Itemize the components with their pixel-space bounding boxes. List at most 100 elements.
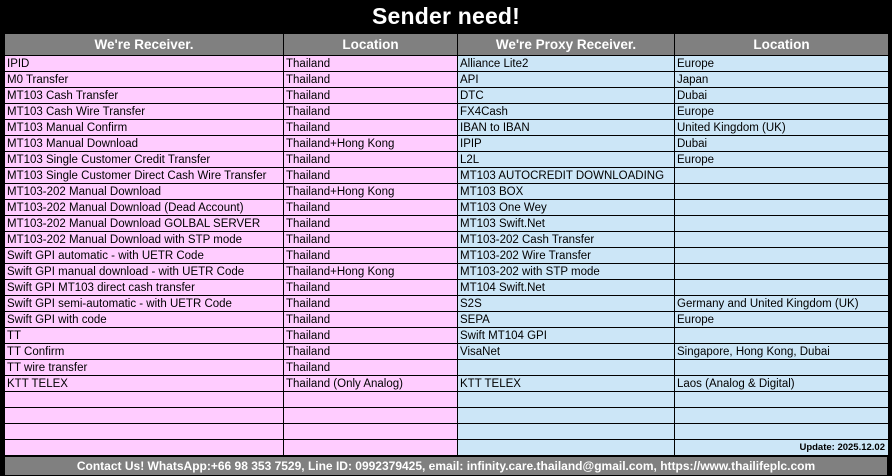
cell-proxy-location[interactable] xyxy=(674,263,889,280)
cell-proxy-receiver[interactable]: DTC xyxy=(457,87,675,104)
table-row[interactable]: TT wire transfer Thailand xyxy=(4,359,889,376)
cell-proxy-receiver[interactable]: FX4Cash xyxy=(457,103,675,120)
cell-receiver[interactable]: MT103 Cash Transfer xyxy=(4,87,284,104)
cell-receiver[interactable]: TT xyxy=(4,327,284,344)
cell-proxy-location[interactable]: Dubai xyxy=(674,135,889,152)
cell-proxy-receiver[interactable] xyxy=(457,423,675,440)
cell-proxy-location[interactable]: Europe xyxy=(674,151,889,168)
cell-proxy-receiver[interactable]: MT103-202 Cash Transfer xyxy=(457,231,675,248)
table-row[interactable]: TT Confirm Thailand VisaNet Singapore, Hong… xyxy=(4,343,889,360)
cell-proxy-receiver[interactable]: IBAN to IBAN xyxy=(457,119,675,136)
cell-receiver[interactable]: Swift GPI automatic - with UETR Code xyxy=(4,247,284,264)
cell-proxy-location[interactable] xyxy=(674,279,889,296)
cell-proxy-receiver[interactable]: S2S xyxy=(457,295,675,312)
cell-proxy-location[interactable] xyxy=(674,183,889,200)
cell-proxy-location[interactable] xyxy=(674,359,889,376)
cell-proxy-receiver[interactable]: MT103-202 with STP mode xyxy=(457,263,675,280)
cell-proxy-receiver[interactable] xyxy=(457,391,675,408)
cell-receiver-location[interactable] xyxy=(283,423,458,440)
table-row[interactable]: Swift GPI MT103 direct cash transfer Thai… xyxy=(4,279,889,296)
cell-proxy-receiver[interactable]: MT104 Swift.Net xyxy=(457,279,675,296)
cell-receiver-location[interactable] xyxy=(283,407,458,424)
cell-receiver[interactable]: Swift GPI manual download - with UETR Co… xyxy=(4,263,284,280)
cell-proxy-location[interactable] xyxy=(674,215,889,232)
cell-receiver-location[interactable]: Thailand xyxy=(283,71,458,88)
table-row[interactable]: MT103 Single Customer Direct Cash Wire T… xyxy=(4,167,889,184)
cell-receiver-location[interactable]: Thailand xyxy=(283,231,458,248)
cell-proxy-location[interactable] xyxy=(674,247,889,264)
cell-receiver[interactable]: Swift GPI with code xyxy=(4,311,284,328)
cell-receiver-location[interactable]: Thailand xyxy=(283,311,458,328)
cell-receiver[interactable]: MT103-202 Manual Download (Dead Account) xyxy=(4,199,284,216)
table-row[interactable]: KTT TELEX Thailand (Only Analog) KTT TELEX… xyxy=(4,375,889,392)
cell-receiver[interactable]: MT103-202 Manual Download with STP mode xyxy=(4,231,284,248)
cell-proxy-receiver[interactable] xyxy=(457,439,675,456)
table-row[interactable]: MT103 Manual Confirm Thailand IBAN to IBAN… xyxy=(4,119,889,136)
table-row[interactable]: MT103 Single Customer Credit Transfer Tha… xyxy=(4,151,889,168)
table-row[interactable]: MT103-202 Manual Download with STP mode T… xyxy=(4,231,889,248)
cell-proxy-location[interactable]: Japan xyxy=(674,71,889,88)
cell-proxy-receiver[interactable]: MT103 AUTOCREDIT DOWNLOADING xyxy=(457,167,675,184)
cell-receiver[interactable]: MT103 Single Customer Credit Transfer xyxy=(4,151,284,168)
table-row[interactable]: Swift GPI semi-automatic - with UETR Cod… xyxy=(4,295,889,312)
table-row[interactable]: Update: 2025.12.02 xyxy=(4,439,889,456)
table-row[interactable] xyxy=(4,391,889,408)
cell-proxy-receiver[interactable] xyxy=(457,407,675,424)
cell-receiver-location[interactable]: Thailand xyxy=(283,151,458,168)
cell-receiver[interactable]: TT Confirm xyxy=(4,343,284,360)
cell-proxy-receiver[interactable]: MT103 One Wey xyxy=(457,199,675,216)
table-row[interactable]: TT Thailand Swift MT104 GPI xyxy=(4,327,889,344)
cell-proxy-location[interactable] xyxy=(674,391,889,408)
table-row[interactable]: Swift GPI manual download - with UETR Co… xyxy=(4,263,889,280)
cell-receiver[interactable] xyxy=(4,439,284,456)
cell-proxy-receiver[interactable]: IPIP xyxy=(457,135,675,152)
cell-receiver[interactable]: MT103 Single Customer Direct Cash Wire T… xyxy=(4,167,284,184)
cell-receiver-location[interactable]: Thailand (Only Analog) xyxy=(283,375,458,392)
cell-receiver[interactable] xyxy=(4,391,284,408)
cell-proxy-location[interactable]: Singapore, Hong Kong, Dubai xyxy=(674,343,889,360)
cell-receiver-location[interactable]: Thailand+Hong Kong xyxy=(283,263,458,280)
table-row[interactable] xyxy=(4,423,889,440)
cell-receiver[interactable]: MT103 Manual Confirm xyxy=(4,119,284,136)
cell-proxy-receiver[interactable]: VisaNet xyxy=(457,343,675,360)
cell-receiver-location[interactable]: Thailand xyxy=(283,215,458,232)
cell-receiver-location[interactable]: Thailand xyxy=(283,55,458,72)
cell-proxy-location[interactable]: Dubai xyxy=(674,87,889,104)
cell-receiver[interactable]: M0 Transfer xyxy=(4,71,284,88)
cell-proxy-receiver[interactable]: Alliance Lite2 xyxy=(457,55,675,72)
table-row[interactable]: MT103-202 Manual Download (Dead Account)… xyxy=(4,199,889,216)
cell-receiver[interactable]: IPID xyxy=(4,55,284,72)
cell-receiver-location[interactable] xyxy=(283,439,458,456)
cell-receiver-location[interactable]: Thailand xyxy=(283,327,458,344)
cell-receiver-location[interactable]: Thailand xyxy=(283,119,458,136)
cell-proxy-receiver[interactable]: MT103-202 Wire Transfer xyxy=(457,247,675,264)
cell-receiver[interactable]: MT103-202 Manual Download GOLBAL SERVER xyxy=(4,215,284,232)
cell-proxy-location[interactable]: Laos (Analog & Digital) xyxy=(674,375,889,392)
cell-receiver-location[interactable]: Thailand xyxy=(283,295,458,312)
table-row[interactable]: M0 Transfer Thailand API Japan xyxy=(4,71,889,88)
cell-receiver-location[interactable]: Thailand+Hong Kong xyxy=(283,135,458,152)
cell-receiver[interactable]: MT103 Manual Download xyxy=(4,135,284,152)
cell-proxy-location[interactable]: United Kingdom (UK) xyxy=(674,119,889,136)
cell-proxy-location[interactable] xyxy=(674,199,889,216)
cell-receiver[interactable]: Swift GPI MT103 direct cash transfer xyxy=(4,279,284,296)
cell-proxy-location[interactable] xyxy=(674,231,889,248)
table-row[interactable]: Swift GPI with code Thailand SEPA Europe xyxy=(4,311,889,328)
cell-receiver[interactable]: KTT TELEX xyxy=(4,375,284,392)
cell-proxy-receiver[interactable]: API xyxy=(457,71,675,88)
cell-proxy-location[interactable]: Europe xyxy=(674,311,889,328)
table-row[interactable] xyxy=(4,407,889,424)
table-row[interactable]: MT103-202 Manual Download GOLBAL SERVER T… xyxy=(4,215,889,232)
table-row[interactable]: MT103 Manual Download Thailand+Hong Kong I… xyxy=(4,135,889,152)
cell-receiver[interactable]: MT103 Cash Wire Transfer xyxy=(4,103,284,120)
cell-receiver-location[interactable]: Thailand xyxy=(283,103,458,120)
cell-proxy-receiver[interactable]: Swift MT104 GPI xyxy=(457,327,675,344)
cell-proxy-receiver[interactable] xyxy=(457,359,675,376)
cell-receiver-location[interactable] xyxy=(283,391,458,408)
cell-receiver-location[interactable]: Thailand+Hong Kong xyxy=(283,183,458,200)
table-row[interactable]: MT103-202 Manual Download Thailand+Hong K… xyxy=(4,183,889,200)
cell-proxy-location[interactable]: Europe xyxy=(674,55,889,72)
table-row[interactable]: MT103 Cash Transfer Thailand DTC Dubai xyxy=(4,87,889,104)
cell-proxy-location[interactable] xyxy=(674,167,889,184)
cell-receiver-location[interactable]: Thailand xyxy=(283,279,458,296)
